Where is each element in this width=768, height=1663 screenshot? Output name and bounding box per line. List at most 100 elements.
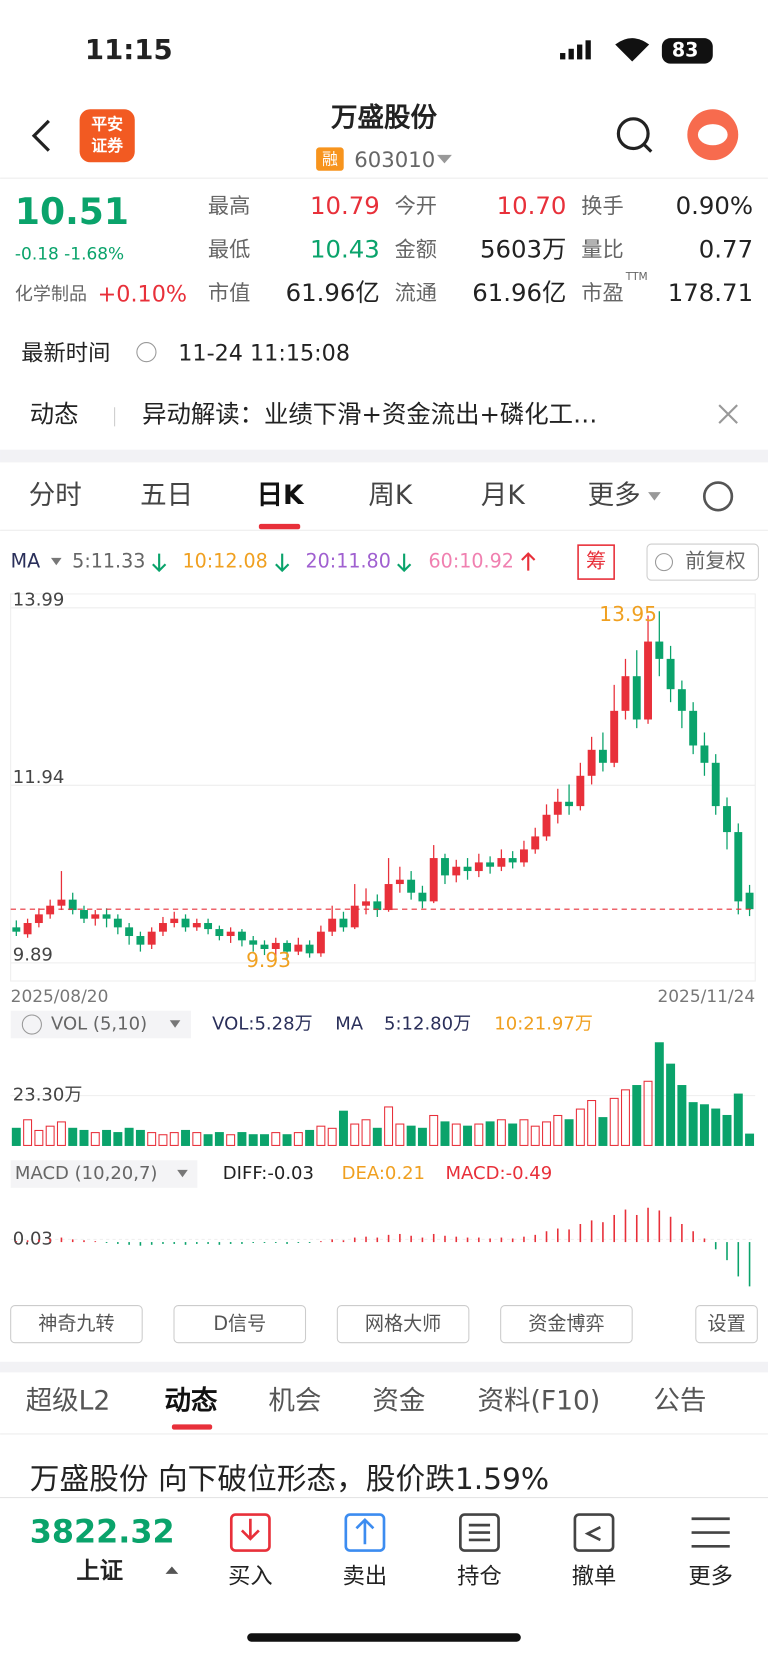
macd-item: DIFF:-0.03 bbox=[223, 1163, 314, 1184]
ma-name: MA bbox=[11, 550, 41, 573]
dropdown[interactable] bbox=[50, 557, 62, 566]
tab[interactable]: 分时 bbox=[29, 480, 82, 511]
candle-body bbox=[68, 899, 77, 911]
volume-bar bbox=[519, 1119, 529, 1146]
action-label[interactable]: 持仓 bbox=[457, 1564, 502, 1590]
tab-underline bbox=[171, 1424, 213, 1430]
tool-buttons: 神奇九转 D信号 网格大师 资金博弈 设置 bbox=[10, 1305, 758, 1344]
action-label[interactable]: 买入 bbox=[228, 1564, 273, 1590]
ttm: TTM bbox=[625, 271, 648, 283]
y-tick-label: 13.99 bbox=[13, 590, 65, 611]
volume-bar bbox=[722, 1114, 732, 1146]
stat-label: 市值 bbox=[208, 281, 250, 306]
news-text[interactable]: 异动解读：业绩下滑+资金流出+磷化工… bbox=[142, 400, 597, 429]
info-icon bbox=[654, 553, 674, 572]
index-name[interactable]: 上证 bbox=[76, 1556, 123, 1584]
info-icon[interactable] bbox=[136, 342, 157, 363]
volume-bar bbox=[23, 1119, 33, 1146]
vol-item: 5:12.80万 bbox=[384, 1014, 471, 1035]
sector-change: +0.10% bbox=[98, 281, 187, 307]
volume-bar bbox=[542, 1121, 551, 1146]
candle-body bbox=[587, 749, 596, 776]
close-button[interactable] bbox=[718, 404, 738, 424]
dropdown[interactable] bbox=[437, 154, 452, 164]
dropdown[interactable] bbox=[648, 492, 661, 501]
volume-bar bbox=[158, 1134, 168, 1146]
tab[interactable]: 月K bbox=[481, 480, 526, 511]
candle-body bbox=[655, 641, 664, 659]
dropdown[interactable] bbox=[169, 1020, 181, 1028]
volume-bar bbox=[181, 1129, 191, 1146]
volume-bar bbox=[169, 1132, 179, 1146]
tab[interactable]: 机会 bbox=[268, 1386, 321, 1417]
last-price: 10.51 bbox=[15, 191, 129, 233]
logo-text: 证券 bbox=[91, 136, 124, 155]
tab-underline bbox=[258, 523, 301, 530]
candle-body bbox=[294, 944, 303, 952]
volume-bar bbox=[395, 1123, 405, 1146]
stat-value: 61.96亿 bbox=[286, 278, 380, 307]
tool-button[interactable] bbox=[10, 1305, 143, 1344]
volume-bar bbox=[282, 1134, 292, 1146]
stat-label: 换手 bbox=[581, 194, 623, 219]
macd-name: MACD (10,20,7) bbox=[15, 1163, 158, 1184]
action-label[interactable]: 撤单 bbox=[572, 1564, 617, 1590]
tab[interactable]: 更多 bbox=[588, 480, 641, 511]
tab[interactable]: 超级L2 bbox=[26, 1386, 111, 1417]
candle-body bbox=[576, 775, 585, 807]
volume-bar bbox=[68, 1127, 78, 1146]
vol-item: MA bbox=[335, 1014, 364, 1035]
dropdown[interactable] bbox=[165, 1566, 179, 1574]
dropdown[interactable] bbox=[177, 1169, 188, 1178]
volume-bar bbox=[620, 1089, 630, 1146]
candle-body bbox=[666, 658, 675, 690]
tab[interactable]: 资金 bbox=[372, 1386, 425, 1417]
tool-button[interactable] bbox=[173, 1305, 307, 1344]
min-label: 9.93 bbox=[246, 948, 291, 972]
chip-button[interactable] bbox=[577, 544, 615, 580]
vol-name: VOL (5,10) bbox=[51, 1014, 147, 1035]
candle-body bbox=[723, 806, 731, 833]
action-label[interactable]: 卖出 bbox=[343, 1564, 388, 1590]
candle-body bbox=[328, 918, 337, 932]
volume-bar bbox=[338, 1110, 348, 1146]
tab[interactable]: 公告 bbox=[653, 1386, 706, 1417]
tab[interactable]: 周K bbox=[368, 480, 413, 511]
back-button[interactable] bbox=[31, 119, 50, 152]
sector: 化学制品 bbox=[15, 284, 87, 305]
stat-value: 10.79 bbox=[310, 191, 380, 220]
status-time: 11:15 bbox=[85, 33, 173, 66]
candle-body bbox=[260, 944, 269, 949]
volume-bar bbox=[451, 1123, 461, 1146]
tool-button[interactable] bbox=[695, 1305, 758, 1344]
news-tag: 动态 bbox=[30, 400, 79, 429]
volume-bar bbox=[11, 1127, 21, 1146]
battery: 83 bbox=[672, 38, 699, 61]
tool-label: 资金博弈 bbox=[528, 1312, 604, 1335]
volume-bar bbox=[45, 1125, 55, 1146]
tab[interactable]: 日K bbox=[257, 480, 305, 511]
tool-button[interactable] bbox=[336, 1305, 470, 1344]
tab[interactable]: 五日 bbox=[140, 480, 193, 511]
search-button[interactable] bbox=[616, 117, 650, 151]
tool-button[interactable] bbox=[500, 1305, 633, 1344]
action-label[interactable]: 更多 bbox=[688, 1564, 733, 1590]
headline[interactable]: 万盛股份 向下破位形态，股价跌1.59% bbox=[30, 1462, 549, 1497]
volume-bar bbox=[643, 1080, 653, 1146]
tab[interactable]: 资料(F10) bbox=[478, 1386, 601, 1417]
settings-button[interactable] bbox=[702, 481, 734, 512]
volume-bar bbox=[666, 1063, 676, 1146]
index-value: 3822.32 bbox=[30, 1513, 175, 1551]
stat-value: 5603万 bbox=[480, 234, 566, 263]
volume-bar bbox=[361, 1119, 371, 1146]
status-icons bbox=[560, 38, 713, 64]
y-tick-label: 0.03 bbox=[13, 1228, 53, 1249]
tab[interactable]: 动态 bbox=[164, 1386, 218, 1417]
candle-body bbox=[644, 641, 652, 720]
volume-bar bbox=[135, 1129, 145, 1146]
adjust-button[interactable] bbox=[646, 543, 759, 581]
volume-bar bbox=[90, 1132, 100, 1146]
volume-bar bbox=[147, 1132, 157, 1146]
ma-item: 60:10.92 bbox=[429, 550, 514, 573]
volume-bar bbox=[733, 1093, 743, 1146]
